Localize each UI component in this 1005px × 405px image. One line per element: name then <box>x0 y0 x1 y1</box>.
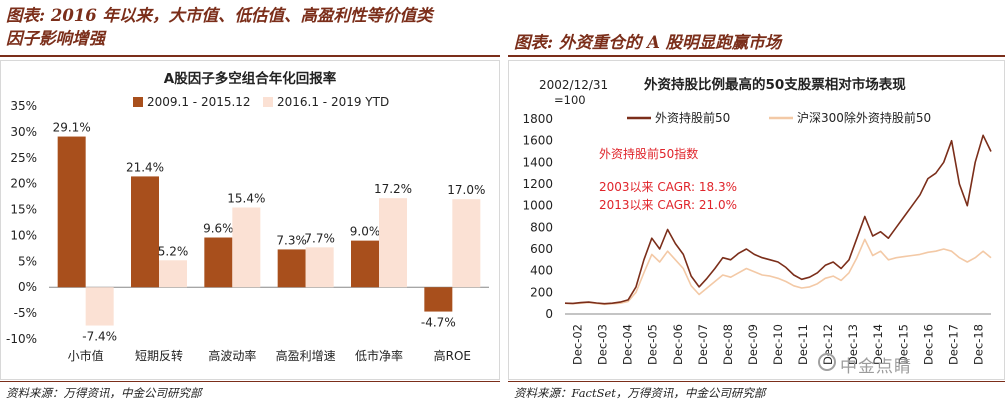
x-tick-label: Dec-16 <box>921 324 935 365</box>
y-tick-label: 0% <box>18 280 37 294</box>
x-tick-label: Dec-15 <box>896 324 910 365</box>
y-tick-label: 1000 <box>522 199 553 213</box>
y-tick-label: 20% <box>10 177 37 191</box>
x-tick-label: Dec-02 <box>571 324 585 365</box>
chart-title: A股因子多空组合年化回报率 <box>164 70 337 87</box>
annotation-1: 外资持股前50指数 <box>599 146 698 161</box>
y-tick-label: 10% <box>10 228 37 242</box>
bar-0-2 <box>85 287 114 326</box>
bar-4-1 <box>351 240 379 288</box>
data-label: 7.7% <box>304 231 335 245</box>
data-label: 5.2% <box>158 244 189 258</box>
x-category-label: 高波动率 <box>208 348 256 363</box>
x-tick-label: Dec-09 <box>746 324 760 365</box>
x-tick-label: Dec-03 <box>596 324 610 365</box>
y-tick-label: 1200 <box>522 177 553 191</box>
bar-4-2 <box>379 198 407 288</box>
y-tick-label: 400 <box>530 264 553 278</box>
y-tick-label: 35% <box>10 99 37 113</box>
data-label: 9.0% <box>350 225 381 239</box>
y-tick-label: 600 <box>530 242 553 256</box>
y-tick-label: 800 <box>530 220 553 234</box>
base-note-date: 2002/12/31 <box>539 78 608 92</box>
x-category-label: 高盈利增速 <box>276 348 336 363</box>
bar-1-1 <box>131 176 159 288</box>
bar-2-2 <box>232 207 261 288</box>
x-tick-label: Dec-05 <box>646 324 660 365</box>
legend-label-2: 2016.1 - 2019 YTD <box>277 95 389 109</box>
x-tick-label: Dec-06 <box>671 324 685 365</box>
x-tick-label: Dec-17 <box>946 324 960 365</box>
x-category-label: 小市值 <box>68 348 104 363</box>
annotation-2: 2003以来 CAGR: 18.3% <box>599 180 737 194</box>
y-tick-label: 1800 <box>522 112 553 126</box>
x-category-label: 短期反转 <box>135 348 183 363</box>
x-tick-label: Dec-13 <box>846 324 860 365</box>
right-source: 资料来源：FactSet，万得资讯，中金公司研究部 <box>514 386 766 400</box>
data-label: -4.7% <box>421 316 456 330</box>
y-tick-label: 0 <box>545 307 553 321</box>
foreign-holdings-chart-frame: 2002/12/31 =100 外资持股比例最高的50支股票相对市场表现外资持股前5… <box>508 60 1005 380</box>
x-tick-label: Dec-14 <box>871 324 885 365</box>
y-tick-label: 15% <box>10 203 37 217</box>
y-tick-label: 25% <box>10 151 37 165</box>
bar-3-1 <box>277 249 306 288</box>
wechat-logo-icon <box>818 353 836 371</box>
left-source-rule <box>0 381 500 382</box>
x-tick-label: Dec-04 <box>621 324 635 365</box>
bar-2-1 <box>204 237 233 288</box>
factor-bar-chart: A股因子多空组合年化回报率 2009.1 - 2015.12 2016.1 - 20… <box>6 70 489 363</box>
x-tick-label: Dec-07 <box>696 324 710 365</box>
legend-label-1: 2009.1 - 2015.12 <box>147 95 251 109</box>
x-category-label: 高ROE <box>434 348 471 363</box>
y-tick-label: 30% <box>10 125 37 139</box>
data-label: 7.3% <box>276 233 307 247</box>
y-tick-label: 200 <box>530 285 553 299</box>
chart-title: 外资持股比例最高的50支股票相对市场表现 <box>644 76 906 93</box>
y-tick-label: -10% <box>6 332 37 346</box>
right-source-rule <box>508 381 1005 382</box>
y-tick-label: 5% <box>18 254 37 268</box>
data-label: 21.4% <box>126 160 164 174</box>
bar-1-2 <box>159 260 187 288</box>
series-line-1 <box>564 134 992 305</box>
data-label: 17.0% <box>447 183 485 197</box>
x-category-label: 低市净率 <box>355 348 403 363</box>
legend-label-1: 外资持股前50 <box>655 110 730 125</box>
x-tick-label: Dec-18 <box>971 324 985 365</box>
x-tick-label: Dec-08 <box>721 324 735 365</box>
legend-label-2: 沪深300除外资持股前50 <box>797 110 931 125</box>
left-title-rule <box>0 55 500 57</box>
factor-chart-frame: A股因子多空组合年化回报率 2009.1 - 2015.12 2016.1 - 20… <box>0 60 500 380</box>
data-label: -7.4% <box>82 330 117 344</box>
legend-swatch-1 <box>133 97 143 107</box>
left-title-line1: 图表: 2016 年以来，大市值、低估值、高盈利性等价值类 <box>6 6 433 25</box>
y-tick-label: 1400 <box>522 155 553 169</box>
bar-5-2 <box>452 199 481 288</box>
data-label: 29.1% <box>53 121 91 135</box>
x-tick-label: Dec-11 <box>796 324 810 365</box>
right-title: 图表: 外资重仓的 A 股明显跑赢市场 <box>514 33 782 52</box>
base-note-value: =100 <box>554 93 586 107</box>
bar-5-1 <box>424 287 453 312</box>
annotation-3: 2013以来 CAGR: 21.0% <box>599 198 737 212</box>
left-title-line2: 因子影响增强 <box>6 29 105 48</box>
bar-3-2 <box>305 247 334 288</box>
y-tick-label: 1600 <box>522 134 553 148</box>
data-label: 17.2% <box>374 182 412 196</box>
left-panel: 图表: 2016 年以来，大市值、低估值、高盈利性等价值类 因子影响增强 A股因… <box>0 0 500 405</box>
right-title-rule <box>508 55 1005 57</box>
x-tick-label: Dec-10 <box>771 324 785 365</box>
bar-0-1 <box>57 136 86 288</box>
legend-swatch-2 <box>263 97 273 107</box>
watermark: 中金点睛 <box>840 357 912 377</box>
data-label: 15.4% <box>227 191 265 205</box>
series-line-2 <box>564 238 992 306</box>
foreign-holdings-line-chart: 2002/12/31=100 外资持股比例最高的50支股票相对市场表现外资持股前5… <box>522 76 992 365</box>
data-label: 9.6% <box>203 222 234 236</box>
left-source: 资料来源：万得资讯，中金公司研究部 <box>6 386 202 400</box>
y-tick-label: -5% <box>14 306 37 320</box>
right-panel: 图表: 外资重仓的 A 股明显跑赢市场 2002/12/31 =100 外资持股比例… <box>508 0 1005 405</box>
